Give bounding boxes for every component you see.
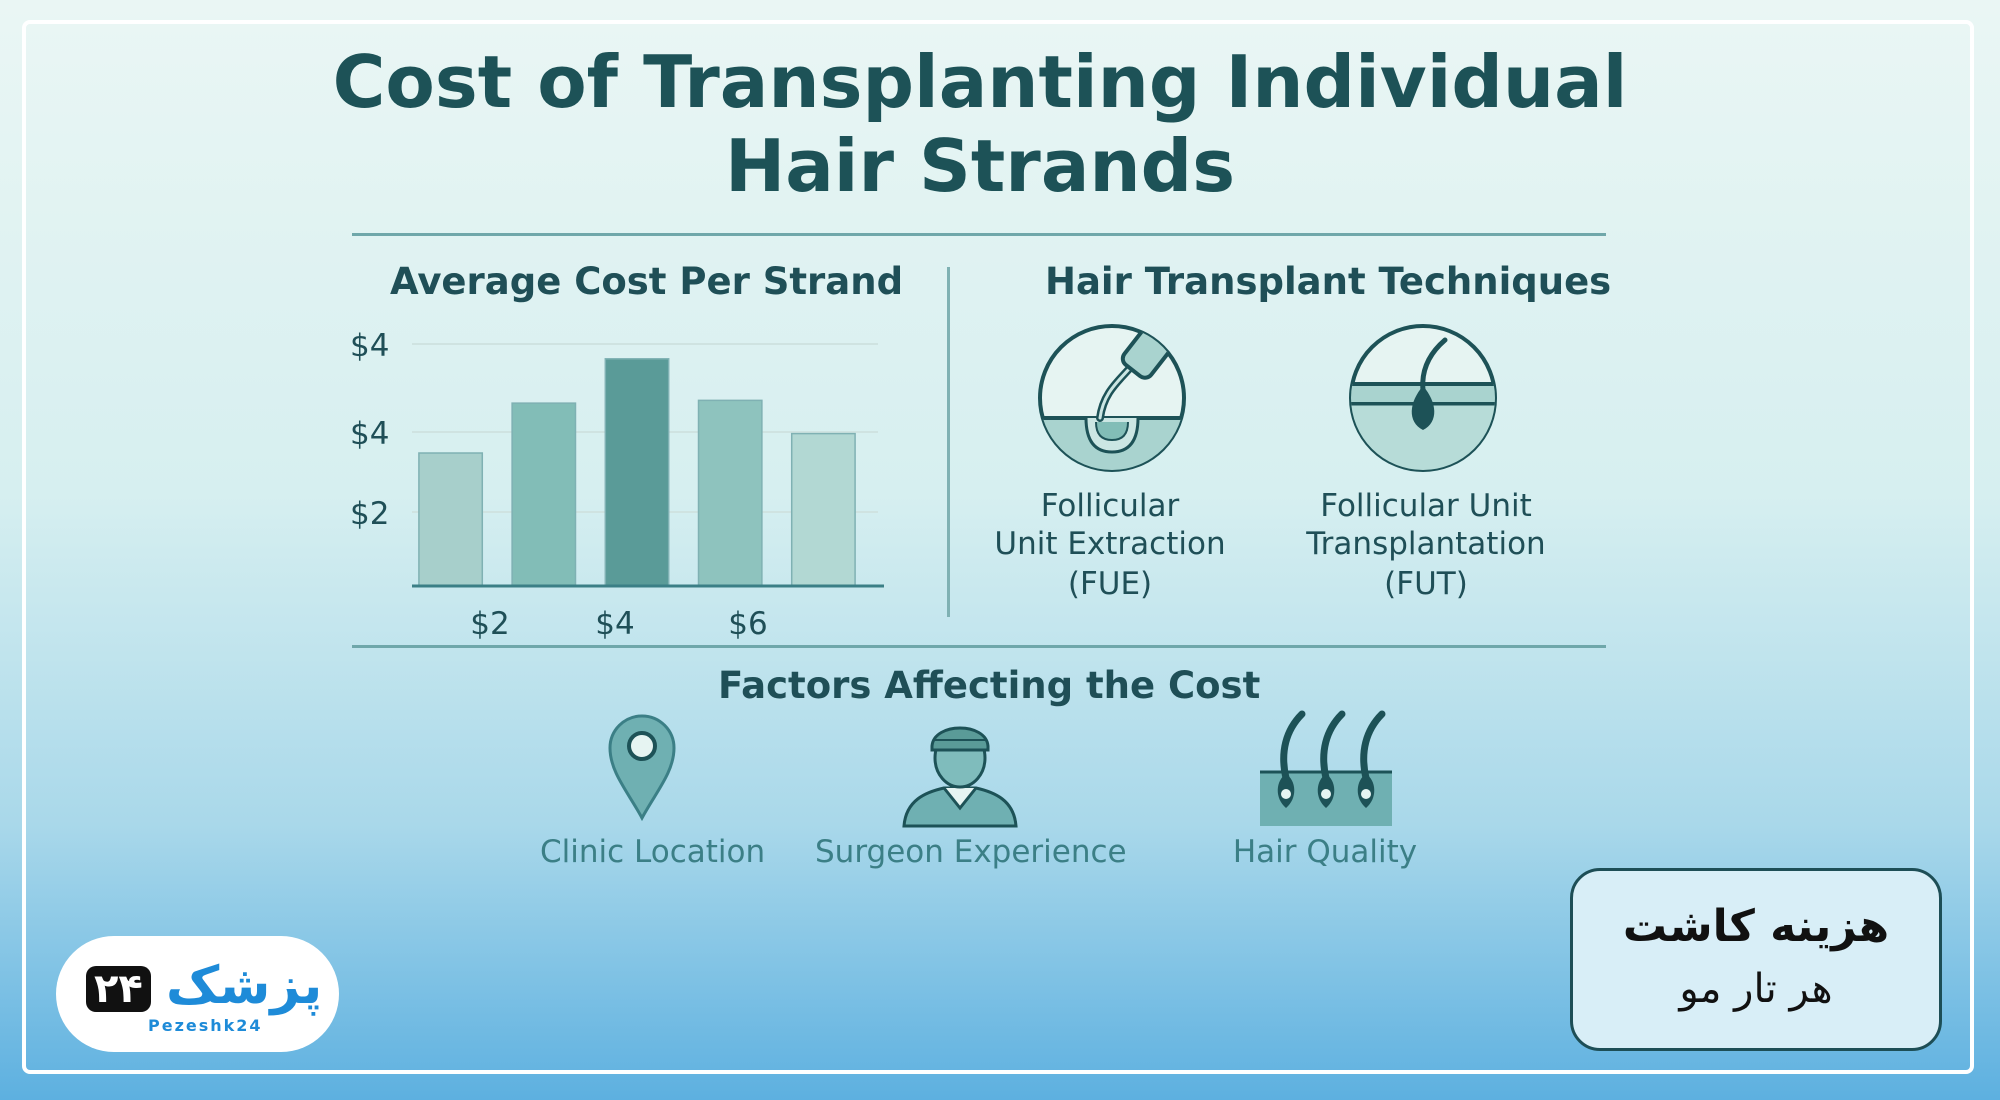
fue-icon [1038, 324, 1186, 472]
page-frame [22, 20, 1974, 1074]
bar [790, 432, 856, 587]
fue-label-line3: (FUE) [1067, 566, 1153, 602]
title-divider [352, 233, 1606, 236]
y-tick-label: $2 [350, 496, 389, 532]
logo-text: Pezeshk24 [148, 1016, 263, 1035]
pezeshk24-logo[interactable]: ۲۴ پزشک Pezeshk24 [56, 936, 339, 1052]
bottom-divider [352, 645, 1606, 648]
fut-label: Follicular Unit Transplantation (FUT) [1266, 487, 1586, 603]
badge-line2: هر تار مو [1679, 966, 1833, 1012]
factor-label-clinic-location: Clinic Location [540, 834, 766, 870]
factors-title: Factors Affecting the Cost [718, 664, 1261, 707]
page-title: Cost of Transplanting Individual Hair St… [332, 40, 1628, 208]
factor-label-hair-quality: Hair Quality [1232, 834, 1418, 870]
fue-label-line2: Unit Extraction [994, 526, 1226, 562]
x-tick-label: $6 [728, 606, 767, 640]
fut-label-line3: (FUT) [1384, 566, 1468, 602]
bar [418, 452, 484, 587]
factor-label-surgeon-experience: Surgeon Experience [815, 834, 1127, 870]
bar [697, 399, 763, 587]
x-tick-label: $2 [470, 606, 509, 640]
x-tick-label: $4 [595, 606, 634, 640]
y-tick-label: $4 [350, 416, 389, 452]
surgeon-icon [902, 726, 1018, 828]
persian-caption-badge: هزینه کاشت هر تار مو [1570, 868, 1942, 1051]
bar-chart: $4 $4 $2 $2 $4 $6 [350, 328, 884, 640]
bar [604, 358, 670, 587]
fut-label-line2: Transplantation [1306, 526, 1546, 562]
y-tick-label: $4 [350, 328, 389, 364]
logo-digits: ۲۴ [86, 966, 151, 1012]
location-pin-icon [608, 714, 676, 822]
chart-title: Average Cost Per Strand [390, 260, 904, 303]
badge-line1: هزینه کاشت [1622, 901, 1890, 952]
fue-label: Follicular Unit Extraction (FUE) [950, 487, 1270, 603]
fut-icon [1349, 324, 1497, 472]
fue-label-line1: Follicular [1040, 488, 1180, 524]
fut-label-line1: Follicular Unit [1320, 488, 1532, 524]
techniques-title: Hair Transplant Techniques [1045, 260, 1612, 303]
logo-mark: پزشک [166, 956, 323, 1016]
bar [511, 402, 577, 587]
hair-follicles-icon [1260, 710, 1392, 826]
section-divider [947, 267, 950, 617]
